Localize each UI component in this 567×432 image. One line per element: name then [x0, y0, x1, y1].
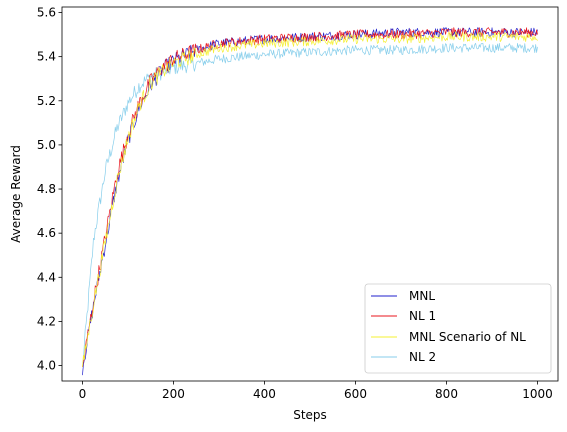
x-tick-label: 800 — [435, 387, 458, 401]
legend: MNL NL 1 MNL Scenario of NL NL 2 — [364, 283, 552, 374]
series-line-mnl-scenario-of-nl — [82, 31, 538, 367]
legend-label-nl-1: NL 1 — [409, 309, 436, 323]
x-axis-ticks: 0 200 400 600 800 1000 — [79, 381, 553, 401]
y-tick-label: 4.4 — [37, 270, 56, 284]
x-tick-label: 600 — [344, 387, 367, 401]
y-tick-label: 5.6 — [37, 6, 56, 20]
legend-label-mnl-scenario-of-nl: MNL Scenario of NL — [409, 330, 526, 344]
y-axis-ticks: 4.0 4.2 4.4 4.6 4.8 5.0 5.2 5.4 5.6 — [37, 6, 62, 373]
y-tick-label: 4.0 — [37, 359, 56, 373]
y-axis-label: Average Reward — [9, 145, 23, 243]
series-line-mnl — [82, 27, 538, 376]
y-tick-label: 5.0 — [37, 138, 56, 152]
y-tick-label: 5.4 — [37, 50, 56, 64]
plot-lines — [82, 27, 538, 376]
x-tick-label: 0 — [79, 387, 87, 401]
legend-box — [364, 283, 552, 374]
y-tick-label: 4.6 — [37, 226, 56, 240]
legend-label-nl-2: NL 2 — [409, 350, 436, 364]
x-tick-label: 1000 — [522, 387, 553, 401]
plot-frame — [61, 6, 559, 382]
y-tick-label: 4.8 — [37, 182, 56, 196]
y-tick-label: 5.2 — [37, 94, 56, 108]
x-axis-label: Steps — [293, 408, 327, 422]
x-tick-label: 200 — [162, 387, 185, 401]
x-tick-label: 400 — [253, 387, 276, 401]
y-tick-label: 4.2 — [37, 314, 56, 328]
legend-label-mnl: MNL — [409, 289, 435, 303]
